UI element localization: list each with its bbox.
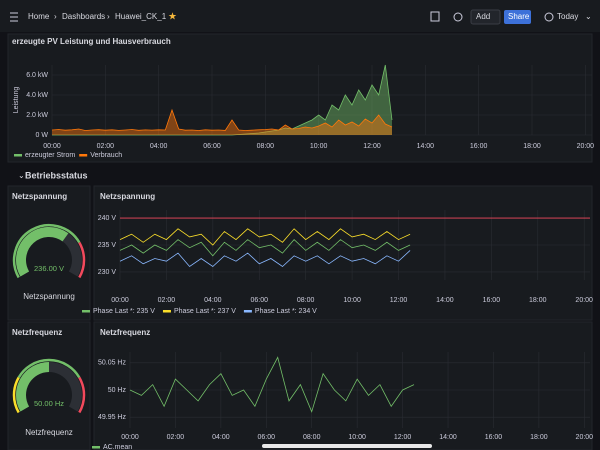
x-tick-label: 08:00 bbox=[297, 297, 315, 304]
x-tick-label: 00:00 bbox=[121, 434, 139, 441]
x-tick-label: 00:00 bbox=[43, 143, 61, 150]
star[interactable]: ★ bbox=[168, 12, 177, 23]
legend-label: Phase bbox=[255, 308, 275, 315]
y-tick-label: 235 V bbox=[98, 242, 117, 249]
panel-title: Netzfrequenz bbox=[100, 328, 150, 337]
x-tick-label: 12:00 bbox=[394, 434, 412, 441]
x-tick-label: 08:00 bbox=[257, 143, 275, 150]
x-tick-label: 20:00 bbox=[577, 143, 595, 150]
breadcrumb[interactable]: Dashboards bbox=[62, 12, 105, 21]
chevron: ⌄ bbox=[585, 12, 592, 21]
x-tick-label: 02:00 bbox=[158, 297, 176, 304]
x-tick-label: 14:00 bbox=[417, 143, 435, 150]
x-tick-label: 06:00 bbox=[203, 143, 221, 150]
y-tick-label: 230 V bbox=[98, 269, 117, 276]
legend-value: Last *: 234 V bbox=[277, 308, 317, 315]
x-tick-label: 10:00 bbox=[310, 143, 328, 150]
legend-swatch bbox=[163, 310, 171, 313]
x-tick-label: 12:00 bbox=[390, 297, 408, 304]
legend-swatch bbox=[244, 310, 252, 313]
legend-swatch bbox=[82, 310, 90, 313]
x-tick-label: 14:00 bbox=[436, 297, 454, 304]
gauge-caption: Netzfrequenz bbox=[25, 428, 73, 437]
breadcrumb: Huawei_CK_1 bbox=[115, 12, 167, 21]
y-tick-label: 49.95 Hz bbox=[98, 414, 127, 421]
legend-swatch bbox=[14, 154, 22, 157]
x-tick-label: 12:00 bbox=[363, 143, 381, 150]
legend-value: Last *: 237 V bbox=[196, 308, 236, 315]
share-label: Share bbox=[508, 12, 530, 21]
x-tick-label: 10:00 bbox=[343, 297, 361, 304]
time-picker[interactable]: Today bbox=[557, 12, 578, 21]
x-tick-label: 04:00 bbox=[204, 297, 222, 304]
x-tick-label: 00:00 bbox=[111, 297, 129, 304]
y-tick-label: 4.0 kW bbox=[26, 92, 48, 99]
y-tick-label: 2.0 kW bbox=[26, 112, 48, 119]
panel-title: Netzfrequenz bbox=[12, 328, 62, 337]
legend-label: Verbrauch bbox=[90, 152, 122, 159]
x-tick-label: 02:00 bbox=[167, 434, 185, 441]
y-tick-label: 50 Hz bbox=[108, 387, 127, 394]
gauge-caption: Netzspannung bbox=[23, 292, 75, 301]
add-label: Add bbox=[476, 12, 490, 21]
x-tick-label: 14:00 bbox=[439, 434, 457, 441]
y-axis-label: Leistung bbox=[13, 87, 20, 114]
legend-label: erzeugter Strom bbox=[25, 152, 75, 159]
x-tick-label: 06:00 bbox=[258, 434, 276, 441]
y-tick-label: 240 V bbox=[98, 215, 117, 222]
legend-value: Last *: 235 V bbox=[115, 308, 155, 315]
gauge-value: 236.00 V bbox=[34, 264, 64, 273]
x-tick-label: 18:00 bbox=[523, 143, 541, 150]
legend-swatch bbox=[92, 446, 100, 449]
y-tick-label: 6.0 kW bbox=[26, 72, 48, 79]
x-tick-label: 06:00 bbox=[250, 297, 268, 304]
x-tick-label: 20:00 bbox=[575, 297, 593, 304]
breadcrumb[interactable]: Home bbox=[28, 12, 50, 21]
x-tick-label: 16:00 bbox=[485, 434, 503, 441]
row-chevron[interactable]: ⌄ bbox=[18, 171, 25, 180]
x-tick-label: 02:00 bbox=[97, 143, 115, 150]
legend-label: Phase bbox=[93, 308, 113, 315]
x-tick-label: 04:00 bbox=[212, 434, 230, 441]
x-tick-label: 16:00 bbox=[483, 297, 501, 304]
x-tick-label: 18:00 bbox=[529, 297, 547, 304]
separator: › bbox=[54, 12, 57, 21]
gauge-value: 50.00 Hz bbox=[34, 399, 64, 408]
y-tick-label: 0 W bbox=[36, 132, 49, 139]
legend-swatch bbox=[79, 154, 87, 157]
scrollbar[interactable] bbox=[262, 444, 432, 448]
x-tick-label: 18:00 bbox=[530, 434, 548, 441]
x-tick-label: 04:00 bbox=[150, 143, 168, 150]
panel-title: erzeugte PV Leistung und Hausverbrauch bbox=[12, 37, 171, 46]
y-tick-label: 50.05 Hz bbox=[98, 360, 127, 367]
x-tick-label: 10:00 bbox=[348, 434, 366, 441]
legend-label: AC.mean bbox=[103, 444, 132, 450]
separator: › bbox=[107, 12, 110, 21]
x-tick-label: 20:00 bbox=[576, 434, 594, 441]
x-tick-label: 16:00 bbox=[470, 143, 488, 150]
x-tick-label: 08:00 bbox=[303, 434, 321, 441]
panel-title: Netzspannung bbox=[100, 192, 155, 201]
row-title[interactable]: Betriebsstatus bbox=[25, 170, 88, 180]
panel bbox=[94, 322, 592, 450]
legend-label: Phase bbox=[174, 308, 194, 315]
panel-title: Netzspannung bbox=[12, 192, 67, 201]
